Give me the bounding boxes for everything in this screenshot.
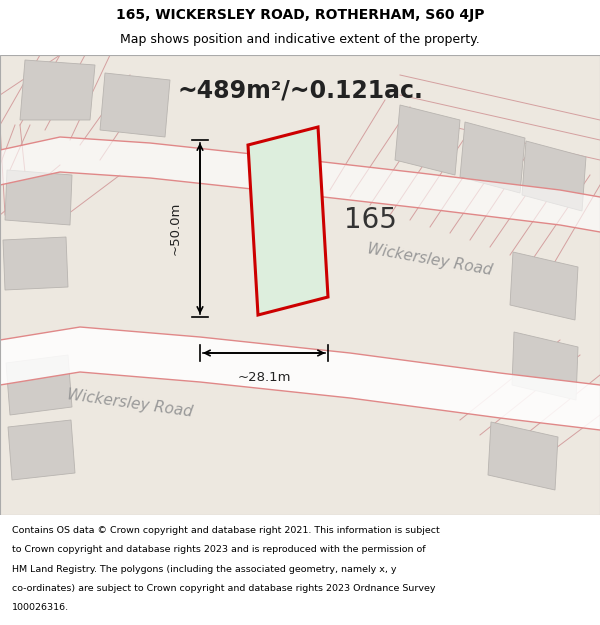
Polygon shape: [512, 332, 578, 400]
Polygon shape: [6, 355, 72, 415]
Polygon shape: [460, 122, 525, 193]
Text: Wickersley Road: Wickersley Road: [366, 242, 494, 278]
Text: to Crown copyright and database rights 2023 and is reproduced with the permissio: to Crown copyright and database rights 2…: [12, 545, 425, 554]
Text: ~489m²/~0.121ac.: ~489m²/~0.121ac.: [177, 78, 423, 102]
Polygon shape: [5, 170, 72, 225]
Text: 100026316.: 100026316.: [12, 603, 69, 612]
Polygon shape: [0, 137, 600, 232]
Text: ~50.0m: ~50.0m: [169, 202, 182, 255]
Polygon shape: [0, 327, 600, 430]
Text: ~28.1m: ~28.1m: [237, 371, 291, 384]
Polygon shape: [510, 252, 578, 320]
Polygon shape: [488, 422, 558, 490]
Polygon shape: [3, 237, 68, 290]
Text: co-ordinates) are subject to Crown copyright and database rights 2023 Ordnance S: co-ordinates) are subject to Crown copyr…: [12, 584, 436, 592]
Polygon shape: [8, 420, 75, 480]
Text: Map shows position and indicative extent of the property.: Map shows position and indicative extent…: [120, 33, 480, 46]
Polygon shape: [100, 73, 170, 137]
Text: Contains OS data © Crown copyright and database right 2021. This information is : Contains OS data © Crown copyright and d…: [12, 526, 440, 535]
Text: HM Land Registry. The polygons (including the associated geometry, namely x, y: HM Land Registry. The polygons (includin…: [12, 564, 397, 574]
Text: 165, WICKERSLEY ROAD, ROTHERHAM, S60 4JP: 165, WICKERSLEY ROAD, ROTHERHAM, S60 4JP: [116, 8, 484, 22]
Polygon shape: [522, 141, 586, 211]
Polygon shape: [20, 60, 95, 120]
Polygon shape: [248, 127, 328, 315]
Polygon shape: [395, 105, 460, 175]
Text: Wickersley Road: Wickersley Road: [66, 387, 194, 419]
Text: 165: 165: [344, 206, 397, 234]
